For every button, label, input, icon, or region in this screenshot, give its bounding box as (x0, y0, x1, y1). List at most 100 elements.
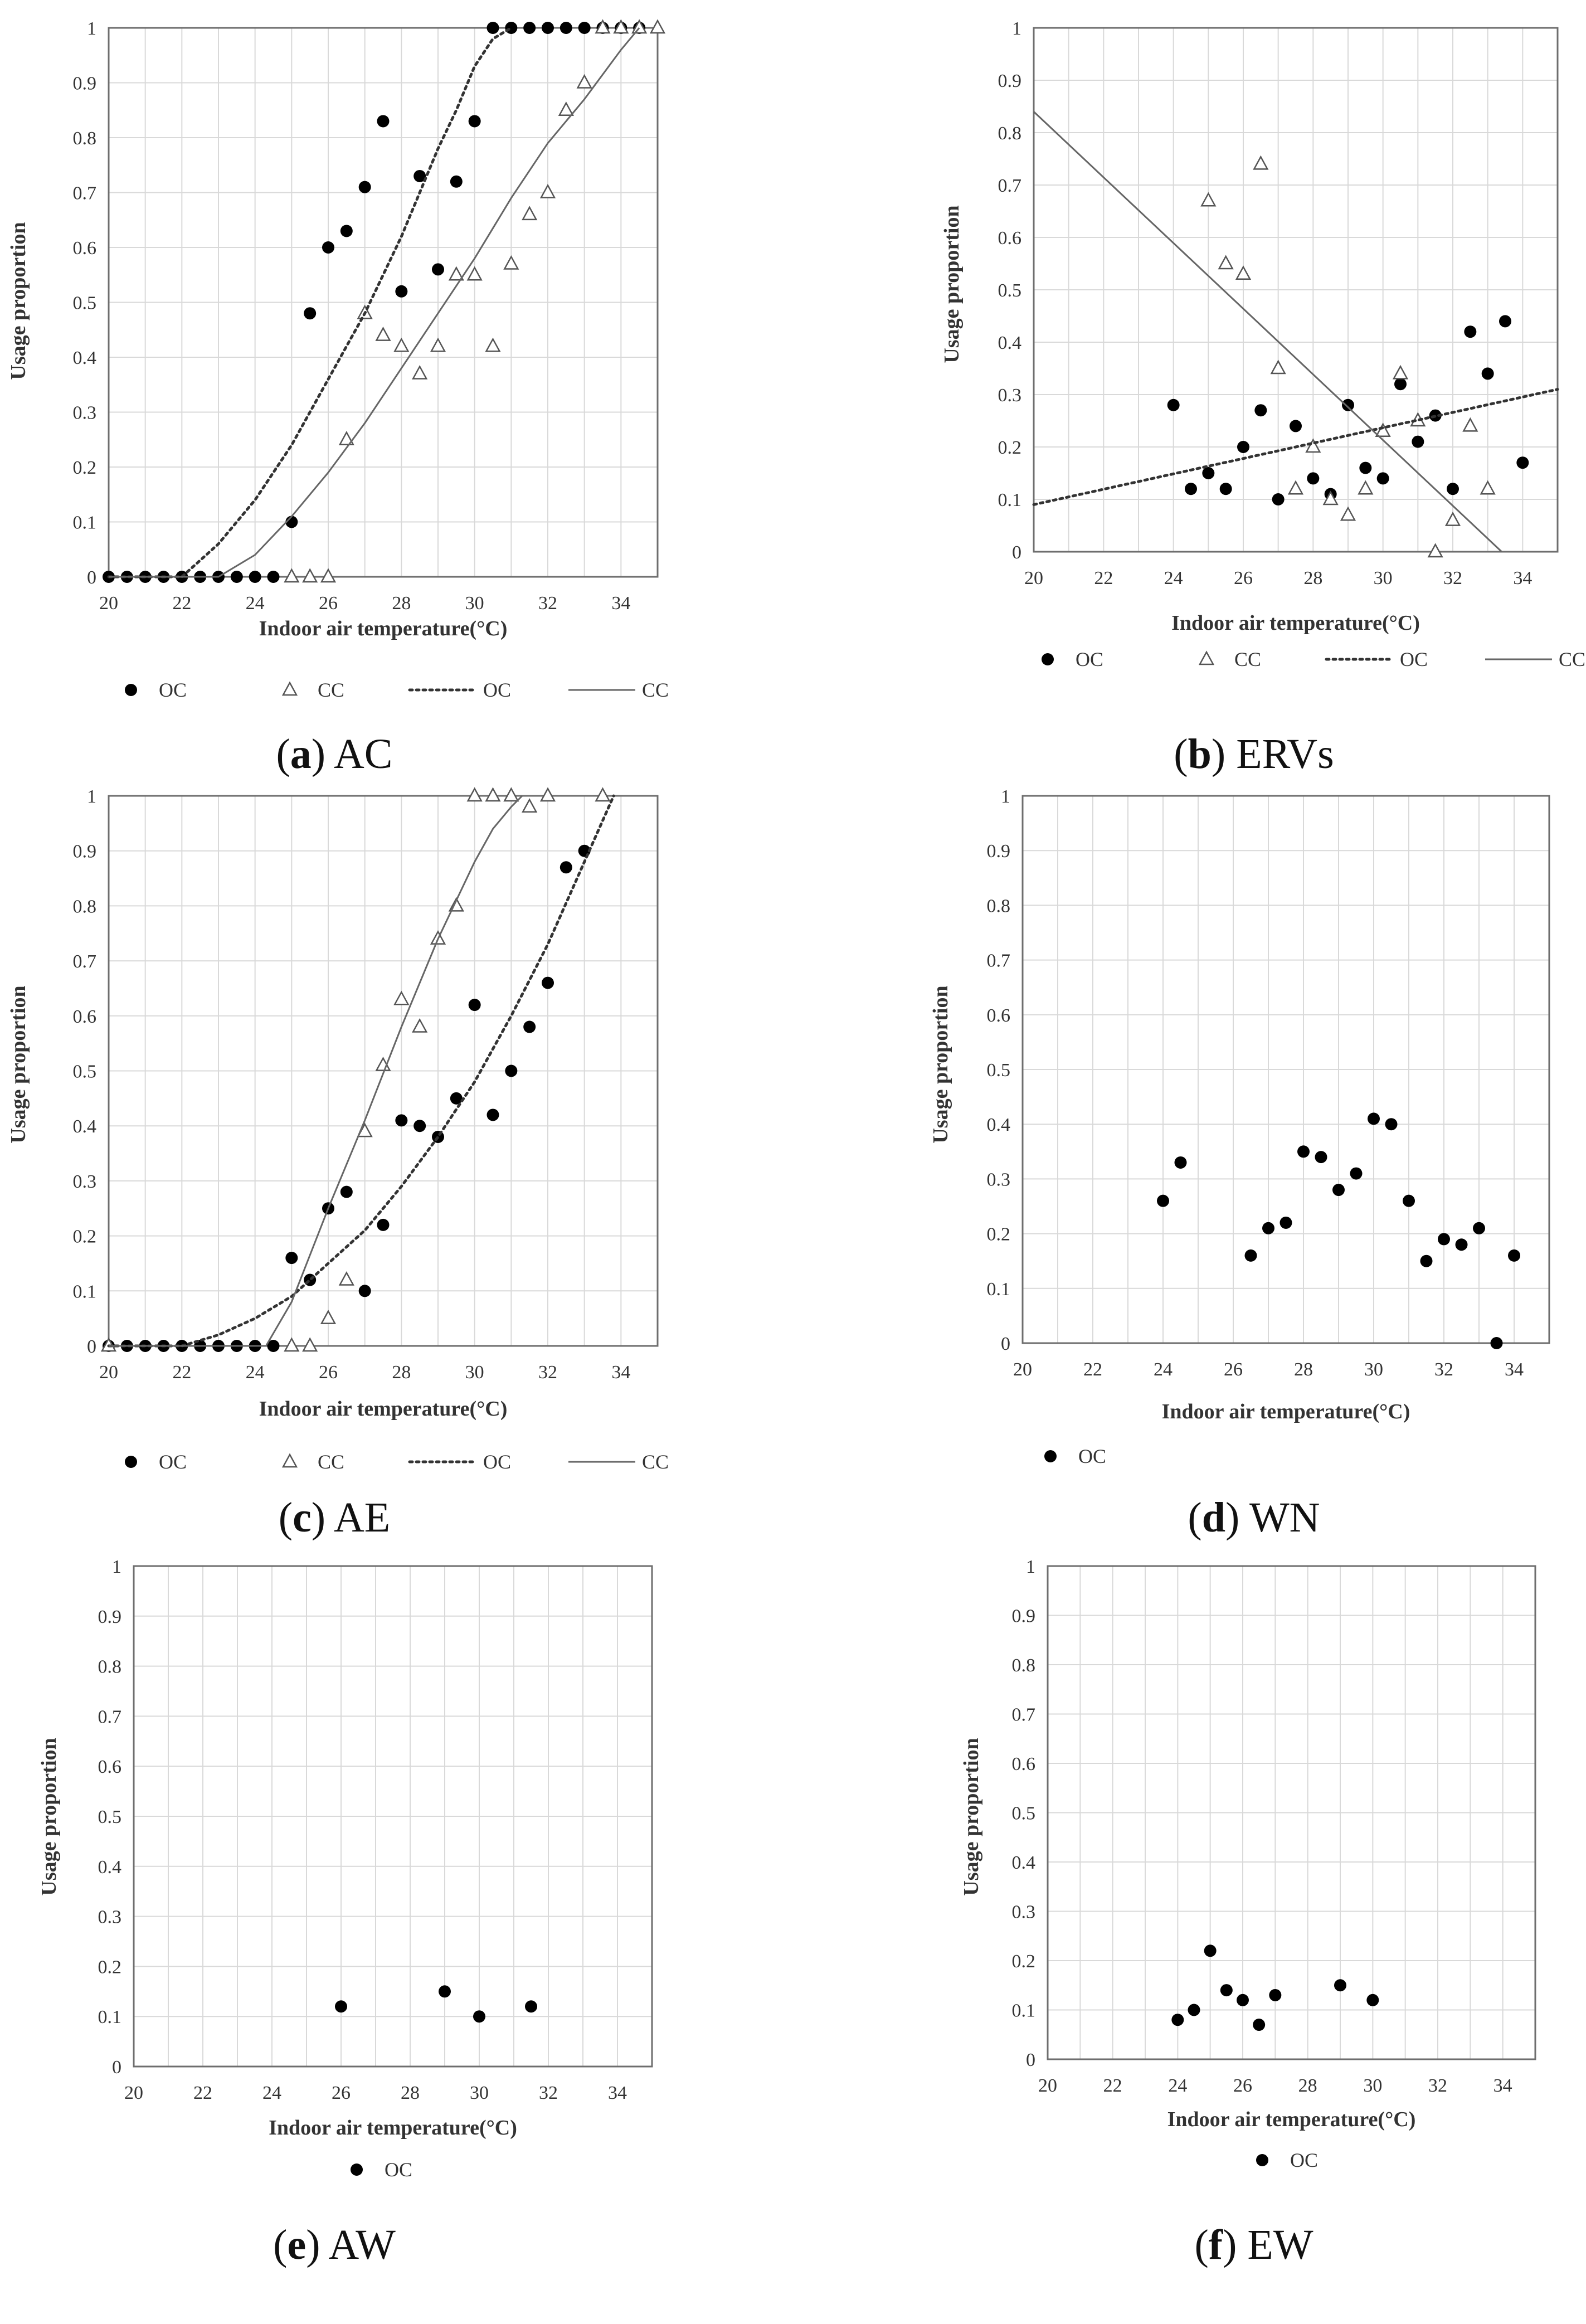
x-tick-label: 30 (1363, 2075, 1382, 2096)
series-cc-fit-line (109, 27, 640, 578)
data-point-circle (413, 1120, 426, 1132)
x-tick-label: 28 (392, 593, 411, 614)
legend-circle-marker (1044, 1450, 1057, 1462)
plot-frame (108, 27, 659, 578)
x-tick-label: 32 (1443, 568, 1462, 589)
data-point-circle (1315, 1151, 1327, 1164)
caption-letter: c (293, 1494, 312, 1541)
y-tick-label: 0.1 (73, 1281, 97, 1302)
x-tick-label: 28 (392, 1362, 411, 1383)
data-point-circle (395, 285, 408, 298)
y-tick-label: 0.3 (987, 1169, 1011, 1190)
data-point-circle (1188, 2004, 1200, 2016)
y-tick-label: 0.3 (98, 1907, 122, 1928)
x-axis-label: Indoor air temperature(°C) (269, 2116, 517, 2140)
legend-circle-marker (125, 1456, 137, 1468)
x-tick-label: 22 (193, 2083, 212, 2103)
caption-letter: f (1208, 2221, 1223, 2268)
gridlines (108, 27, 658, 577)
caption-label: AC (333, 731, 393, 777)
series-cc-triangle (284, 19, 666, 583)
x-tick-label: 30 (1364, 1359, 1383, 1380)
data-point-triangle (613, 19, 629, 34)
solid-fit-line (109, 27, 640, 578)
data-point-triangle (649, 19, 666, 34)
data-point-circle (450, 175, 463, 188)
data-point-triangle (1480, 480, 1496, 495)
x-tick-label: 32 (1434, 1359, 1453, 1380)
data-point-circle (439, 1985, 451, 1998)
data-point-triangle (1235, 265, 1252, 280)
data-point-circle (1272, 493, 1285, 505)
legend-triangle-marker (1198, 650, 1215, 665)
legend: OC CC OC CC (125, 1451, 669, 1473)
legend-label: OC (1290, 2149, 1318, 2171)
data-point-circle (523, 1020, 536, 1033)
data-point-triangle (522, 206, 538, 221)
y-tick-label: 0.2 (98, 1957, 122, 1977)
data-point-circle (525, 2000, 537, 2013)
x-tick-label: 22 (172, 1362, 191, 1383)
legend-label: OC (159, 679, 187, 701)
x-tick-label: 20 (99, 593, 118, 614)
x-axis-label: Indoor air temperature(°C) (1162, 1400, 1410, 1423)
x-tick-label: 20 (1038, 2075, 1057, 2096)
data-point-circle (486, 1108, 499, 1121)
data-point-triangle (1287, 480, 1304, 495)
y-tick-label: 0.5 (998, 280, 1022, 301)
series-oc-circle (1171, 1944, 1379, 2031)
legend: OC CC OC CC (1042, 648, 1585, 670)
data-point-circle (1185, 483, 1197, 495)
legend-label: OC (483, 679, 511, 701)
data-point-triangle (375, 326, 391, 341)
x-tick-label: 28 (1303, 568, 1322, 589)
y-tick-label: 0.7 (987, 951, 1011, 971)
data-point-triangle (503, 787, 519, 802)
y-tick-label: 0.3 (73, 1171, 97, 1192)
data-point-circle (1350, 1167, 1363, 1180)
y-tick-label: 0.6 (73, 1007, 97, 1027)
y-tick-label: 0.7 (73, 183, 97, 204)
x-tick-label: 32 (539, 2083, 558, 2103)
data-point-circle (1385, 1118, 1398, 1131)
data-point-triangle (338, 1271, 354, 1286)
data-point-triangle (1375, 422, 1391, 437)
legend-triangle-marker (281, 681, 298, 696)
y-tick-label: 0.7 (98, 1706, 122, 1727)
y-tick-label: 0.2 (73, 1227, 97, 1247)
x-tick-label: 20 (1013, 1359, 1032, 1380)
data-point-circle (358, 1285, 371, 1297)
data-point-triangle (320, 1310, 337, 1324)
data-point-circle (542, 976, 554, 989)
y-tick-label: 0.1 (98, 2007, 122, 2028)
data-point-triangle (539, 183, 556, 198)
data-point-circle (432, 263, 444, 276)
legend-circle-marker (1256, 2154, 1268, 2166)
data-point-circle (1204, 1944, 1217, 1957)
data-point-circle (1366, 1994, 1379, 2006)
chart-f: 20 22 24 26 28 30 32 34 0 0.1 0.2 0.3 0.4 0.5 0.6 0.7 0.… (960, 1557, 1536, 2171)
y-tick-label: 0.4 (73, 348, 97, 368)
y-tick-label: 0.1 (1012, 2001, 1036, 2021)
x-axis-label: Indoor air temperature(°C) (1171, 611, 1420, 635)
data-point-triangle (1305, 438, 1321, 453)
legend-label: CC (318, 679, 344, 701)
data-point-triangle (1200, 192, 1217, 207)
y-tick-label: 0 (1012, 542, 1021, 563)
x-tick-label: 22 (1103, 2075, 1122, 2096)
data-point-triangle (503, 255, 519, 270)
gridlines (108, 795, 658, 1346)
data-point-circle (1455, 1238, 1468, 1251)
data-point-triangle (1392, 364, 1409, 380)
data-point-triangle (1253, 155, 1269, 170)
caption-label: WN (1249, 1494, 1320, 1541)
data-point-triangle (284, 1337, 300, 1352)
y-tick-label: 1 (1026, 1557, 1035, 1577)
y-tick-label: 0.4 (98, 1857, 122, 1878)
data-point-circle (358, 181, 371, 193)
series-oc-fit-line (107, 26, 513, 578)
y-tick-label: 0.1 (998, 490, 1022, 510)
y-tick-label: 1 (112, 1557, 121, 1577)
panel-caption-c: (c) AE (278, 1494, 391, 1541)
data-point-circle (1219, 483, 1232, 495)
